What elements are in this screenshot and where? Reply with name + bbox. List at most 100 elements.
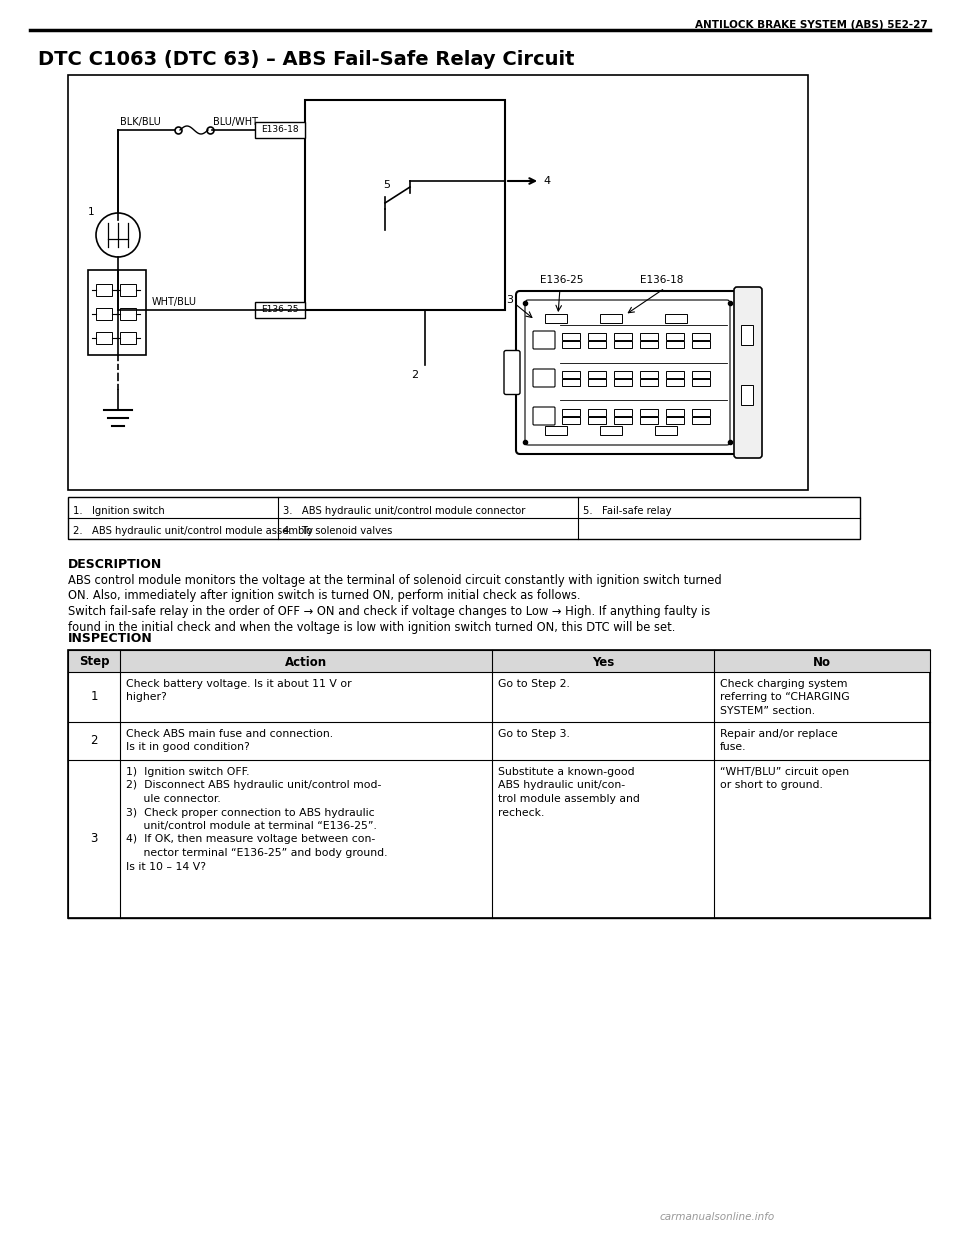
Text: INSPECTION: INSPECTION (68, 632, 153, 645)
Bar (692, 409, 710, 416)
Text: nector terminal “E136-25” and body ground.: nector terminal “E136-25” and body groun… (126, 848, 388, 858)
Bar (68, 650, 930, 672)
Text: 4)  If OK, then measure voltage between con-: 4) If OK, then measure voltage between c… (126, 835, 375, 845)
Text: higher?: higher? (126, 693, 167, 703)
Text: Check ABS main fuse and connection.: Check ABS main fuse and connection. (126, 729, 333, 739)
Bar (640, 341, 658, 348)
Text: BLK/BLU: BLK/BLU (120, 117, 160, 127)
Text: E136-18: E136-18 (640, 275, 684, 285)
Bar (692, 379, 710, 387)
Bar (545, 314, 567, 324)
Bar (255, 122, 305, 138)
Bar (692, 370, 710, 378)
Bar (692, 333, 710, 340)
Text: 2)  Disconnect ABS hydraulic unit/control mod-: 2) Disconnect ABS hydraulic unit/control… (126, 781, 381, 790)
Bar (741, 385, 753, 405)
Text: found in the initial check and when the voltage is low with ignition switch turn: found in the initial check and when the … (68, 620, 676, 634)
Bar (665, 314, 687, 324)
Text: E136-25: E136-25 (540, 275, 584, 285)
Text: ABS control module monitors the voltage at the terminal of solenoid circuit cons: ABS control module monitors the voltage … (68, 574, 722, 587)
Text: SYSTEM” section.: SYSTEM” section. (720, 706, 815, 716)
Text: E136-18: E136-18 (261, 126, 299, 135)
Text: 4: 4 (543, 177, 550, 186)
Bar (666, 417, 684, 424)
FancyBboxPatch shape (533, 369, 555, 387)
Text: fuse.: fuse. (720, 742, 747, 752)
Bar (588, 333, 606, 340)
Text: Yes: Yes (592, 656, 614, 668)
Bar (88, 270, 146, 354)
Text: No: No (813, 656, 831, 668)
Bar (666, 370, 684, 378)
Bar (96, 308, 112, 320)
Bar (588, 370, 606, 378)
Bar (120, 332, 136, 345)
Bar (562, 417, 580, 424)
FancyBboxPatch shape (504, 351, 520, 394)
Bar (96, 284, 112, 296)
Bar (640, 370, 658, 378)
Text: DESCRIPTION: DESCRIPTION (68, 558, 162, 571)
Bar (562, 379, 580, 387)
Text: 3)  Check proper connection to ABS hydraulic: 3) Check proper connection to ABS hydrau… (126, 808, 374, 818)
Text: Action: Action (285, 656, 327, 668)
Bar (692, 341, 710, 348)
Text: 1.   Ignition switch: 1. Ignition switch (73, 506, 165, 516)
Text: ABS hydraulic unit/con-: ABS hydraulic unit/con- (498, 781, 625, 790)
Text: BLU/WHT: BLU/WHT (213, 117, 258, 127)
Bar (545, 426, 567, 435)
FancyBboxPatch shape (533, 331, 555, 350)
Text: Is it 10 – 14 V?: Is it 10 – 14 V? (126, 862, 206, 872)
Text: 4.   To solenoid valves: 4. To solenoid valves (283, 526, 393, 536)
Text: Check charging system: Check charging system (720, 679, 848, 689)
Bar (588, 409, 606, 416)
Bar (666, 379, 684, 387)
Bar (614, 341, 632, 348)
Text: Is it in good condition?: Is it in good condition? (126, 742, 250, 752)
Text: 2: 2 (412, 370, 419, 380)
Bar (666, 341, 684, 348)
Text: “WHT/BLU” circuit open: “WHT/BLU” circuit open (720, 767, 850, 777)
Bar (68, 650, 930, 918)
Text: 5.   Fail-safe relay: 5. Fail-safe relay (583, 506, 671, 516)
Bar (96, 332, 112, 345)
Text: recheck.: recheck. (498, 808, 544, 818)
Text: ANTILOCK BRAKE SYSTEM (ABS) 5E2-27: ANTILOCK BRAKE SYSTEM (ABS) 5E2-27 (695, 20, 928, 30)
Text: 3: 3 (90, 832, 98, 846)
Text: or short to ground.: or short to ground. (720, 781, 823, 790)
Text: Repair and/or replace: Repair and/or replace (720, 729, 838, 739)
Text: 1: 1 (88, 207, 95, 217)
Text: Go to Step 3.: Go to Step 3. (498, 729, 570, 739)
Bar (120, 284, 136, 296)
Bar (655, 426, 677, 435)
Bar (562, 341, 580, 348)
Text: referring to “CHARGING: referring to “CHARGING (720, 693, 850, 703)
Bar (614, 370, 632, 378)
Text: E136-25: E136-25 (261, 305, 299, 315)
Bar (614, 417, 632, 424)
FancyBboxPatch shape (734, 287, 762, 458)
Bar (120, 308, 136, 320)
Text: 3: 3 (506, 295, 513, 305)
Text: Go to Step 2.: Go to Step 2. (498, 679, 570, 689)
Bar (600, 426, 622, 435)
FancyBboxPatch shape (533, 408, 555, 425)
Bar (588, 341, 606, 348)
Text: Switch fail-safe relay in the order of OFF → ON and check if voltage changes to : Switch fail-safe relay in the order of O… (68, 605, 710, 618)
Bar (640, 409, 658, 416)
Bar (666, 409, 684, 416)
FancyBboxPatch shape (525, 300, 730, 445)
Bar (588, 379, 606, 387)
Bar (640, 333, 658, 340)
Text: 2.   ABS hydraulic unit/control module assembly: 2. ABS hydraulic unit/control module ass… (73, 526, 313, 536)
Bar (741, 325, 753, 345)
Bar (68, 496, 860, 538)
Bar (562, 370, 580, 378)
Text: WHT/BLU: WHT/BLU (152, 296, 197, 308)
Bar (640, 379, 658, 387)
Text: ON. Also, immediately after ignition switch is turned ON, perform initial check : ON. Also, immediately after ignition swi… (68, 589, 581, 603)
Text: 5: 5 (383, 180, 391, 190)
Bar (640, 417, 658, 424)
Text: Step: Step (79, 656, 109, 668)
Text: ule connector.: ule connector. (126, 794, 221, 804)
